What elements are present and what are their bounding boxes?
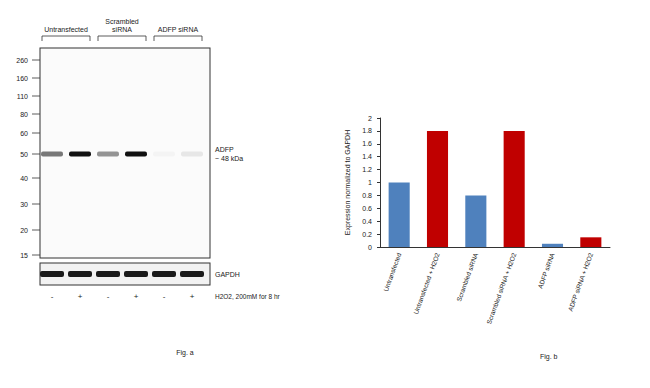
svg-text:30: 30 (20, 201, 28, 208)
svg-text:60: 60 (20, 130, 28, 137)
svg-text:ADFP siRNA + H2O2: ADFP siRNA + H2O2 (567, 251, 595, 312)
svg-text:~ 48 kDa: ~ 48 kDa (215, 155, 243, 162)
svg-text:1: 1 (368, 179, 372, 186)
svg-text:260: 260 (16, 57, 28, 64)
svg-text:Scrambled siRNA: Scrambled siRNA (455, 251, 479, 302)
svg-text:20: 20 (20, 227, 28, 234)
svg-text:-: - (163, 292, 166, 301)
svg-text:+: + (78, 292, 83, 301)
svg-text:0.4: 0.4 (362, 218, 372, 225)
svg-text:ADFP siRNA: ADFP siRNA (536, 251, 556, 289)
svg-text:1.6: 1.6 (362, 140, 372, 147)
svg-text:1.2: 1.2 (362, 166, 372, 173)
svg-text:Expression normalized to GAPDH: Expression normalized to GAPDH (344, 130, 352, 235)
svg-text:Untransfected: Untransfected (44, 26, 88, 33)
svg-text:Fig. b: Fig. b (540, 353, 558, 361)
svg-text:0.6: 0.6 (362, 205, 372, 212)
svg-text:80: 80 (20, 111, 28, 118)
svg-text:Untransfected + H2O2: Untransfected + H2O2 (412, 251, 441, 315)
svg-text:H2O2, 200mM for 8 hr: H2O2, 200mM for 8 hr (215, 293, 280, 300)
svg-text:Scrambled: Scrambled (105, 18, 139, 25)
svg-text:Scrambled siRNA + H2O2: Scrambled siRNA + H2O2 (485, 251, 517, 325)
svg-text:15: 15 (20, 252, 28, 259)
svg-text:-: - (51, 292, 54, 301)
svg-text:1.8: 1.8 (362, 127, 372, 134)
svg-text:+: + (134, 292, 139, 301)
svg-text:-: - (107, 292, 110, 301)
svg-text:0.8: 0.8 (362, 192, 372, 199)
svg-text:2: 2 (368, 115, 372, 122)
svg-text:GAPDH: GAPDH (215, 271, 240, 278)
svg-text:+: + (190, 292, 195, 301)
svg-text:ADFP: ADFP (215, 146, 234, 153)
svg-text:0.2: 0.2 (362, 231, 372, 238)
svg-text:Fig. a: Fig. a (176, 349, 194, 357)
svg-text:0: 0 (368, 244, 372, 251)
svg-text:ADFP siRNA: ADFP siRNA (158, 26, 199, 33)
svg-text:40: 40 (20, 175, 28, 182)
svg-text:1.4: 1.4 (362, 153, 372, 160)
svg-text:110: 110 (17, 93, 28, 100)
svg-text:50: 50 (20, 151, 28, 158)
svg-text:160: 160 (16, 75, 28, 82)
svg-text:siRNA: siRNA (112, 26, 132, 33)
svg-text:Untransfected: Untransfected (382, 251, 403, 292)
